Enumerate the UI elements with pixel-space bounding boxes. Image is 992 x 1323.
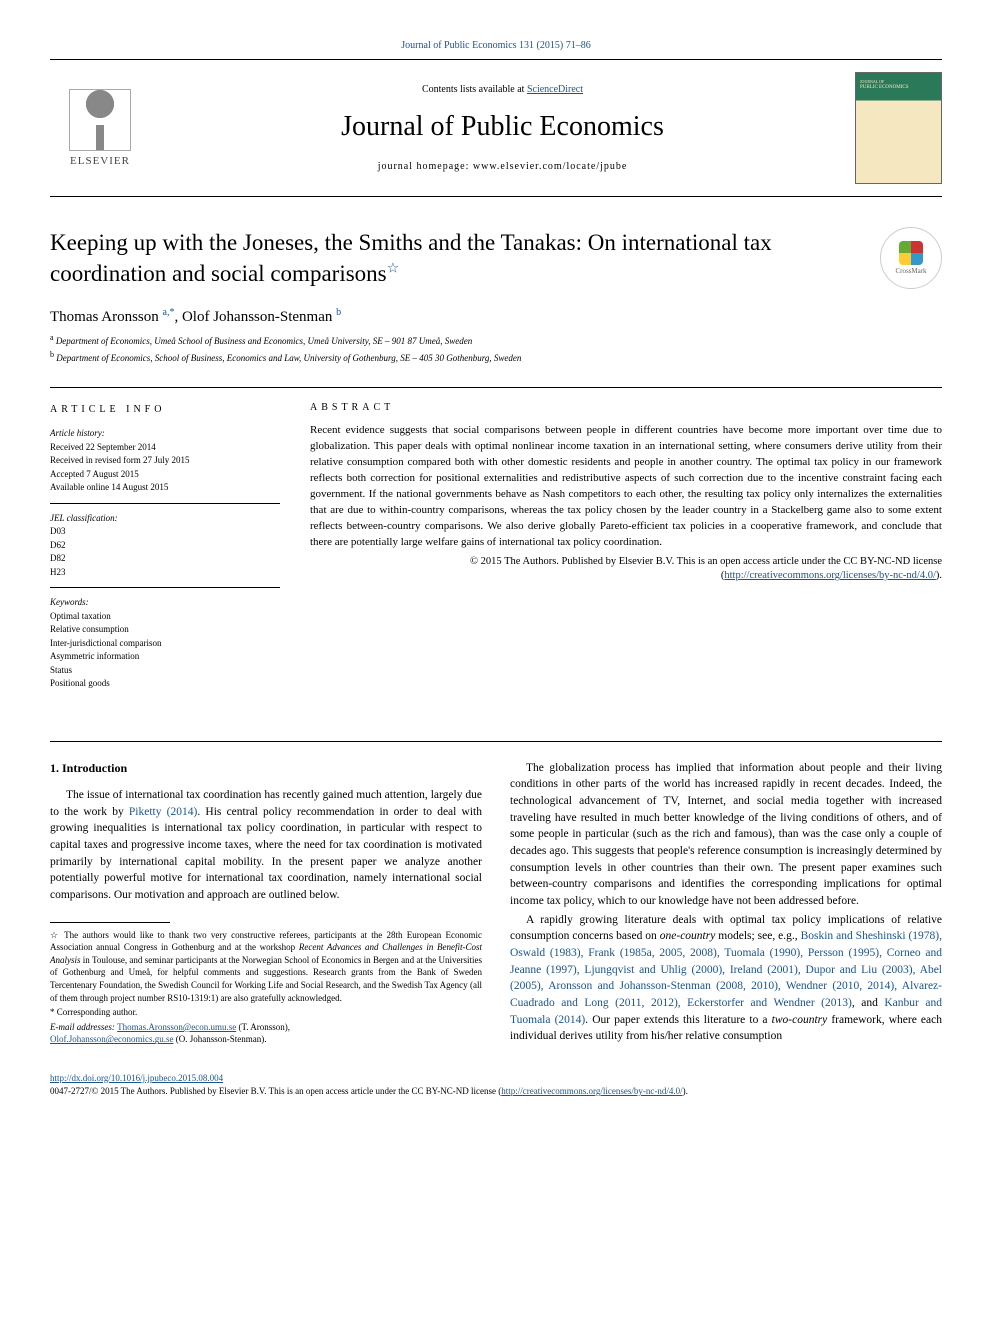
keyword: Asymmetric information	[50, 650, 280, 664]
article-info: article info Article history: Received 2…	[50, 402, 280, 691]
para1-b: . His central policy recommendation in o…	[50, 806, 482, 901]
email-link-1[interactable]: Thomas.Aronsson@econ.umu.se	[117, 1022, 236, 1032]
homepage-prefix: journal homepage:	[378, 161, 473, 172]
cc-license-link[interactable]: http://creativecommons.org/licenses/by-n…	[724, 570, 936, 581]
corr-text: Corresponding author.	[55, 1007, 138, 1017]
author-1-sup: a,*	[163, 307, 175, 318]
citation-link[interactable]: Piketty (2014)	[129, 806, 197, 818]
jel-code: D03	[50, 525, 280, 539]
footnote-emails: E-mail addresses: Thomas.Aronsson@econ.u…	[50, 1021, 482, 1046]
homepage-url: www.elsevier.com/locate/jpube	[473, 161, 627, 172]
footer-line2-a: 0047-2727/© 2015 The Authors. Published …	[50, 1086, 501, 1096]
journal-header: ELSEVIER Contents lists available at Sci…	[50, 59, 942, 197]
paragraph: A rapidly growing literature deals with …	[510, 912, 942, 1045]
paragraph: The globalization process has implied th…	[510, 760, 942, 910]
sciencedirect-link[interactable]: ScienceDirect	[527, 84, 583, 95]
received-date: Received 22 September 2014	[50, 441, 280, 455]
copyright: © 2015 The Authors. Published by Elsevie…	[310, 555, 942, 584]
author-1: Thomas Aronsson	[50, 309, 163, 325]
email-link-2[interactable]: Olof.Johansson@economics.gu.se	[50, 1034, 174, 1044]
accepted-date: Accepted 7 August 2015	[50, 468, 280, 482]
email-who-1: (T. Aronsson),	[236, 1022, 290, 1032]
page-header-citation: Journal of Public Economics 131 (2015) 7…	[50, 40, 942, 51]
keywords-label: Keywords:	[50, 596, 280, 610]
jel-code: D62	[50, 539, 280, 553]
abstract: abstract Recent evidence suggests that s…	[310, 402, 942, 691]
title-text: Keeping up with the Joneses, the Smiths …	[50, 230, 772, 286]
online-date: Available online 14 August 2015	[50, 481, 280, 495]
keyword: Status	[50, 664, 280, 678]
crossmark-badge[interactable]: CrossMark	[880, 227, 942, 289]
article-title: Keeping up with the Joneses, the Smiths …	[50, 227, 880, 289]
keyword: Inter-jurisdictional comparison	[50, 637, 280, 651]
paragraph: The issue of international tax coordinat…	[50, 787, 482, 904]
copyright-line1: © 2015 The Authors. Published by Elsevie…	[470, 556, 942, 567]
footnote-star-b: in Toulouse, and seminar participants at…	[50, 955, 482, 1003]
footer-line2-b: ).	[683, 1086, 688, 1096]
contents-prefix: Contents lists available at	[422, 84, 527, 95]
author-2-sup: b	[336, 307, 341, 318]
footnote-rule	[50, 922, 170, 923]
footnote-star: ☆ The authors would like to thank two ve…	[50, 929, 482, 1005]
para3-em1: one-country	[660, 930, 716, 942]
affil-a: Department of Economics, Umeå School of …	[54, 336, 473, 346]
body-columns: 1. Introduction The issue of internation…	[50, 760, 942, 1048]
contents-line: Contents lists available at ScienceDirec…	[150, 84, 855, 95]
elsevier-tree-icon	[69, 89, 131, 151]
history-label: Article history:	[50, 427, 280, 441]
keyword: Relative consumption	[50, 623, 280, 637]
para3-b: models; see, e.g.,	[715, 930, 800, 942]
crossmark-icon	[899, 241, 923, 265]
email-label: E-mail addresses:	[50, 1022, 117, 1032]
author-2: Olof Johansson-Stenman	[182, 309, 336, 325]
keyword: Positional goods	[50, 677, 280, 691]
doi-link[interactable]: http://dx.doi.org/10.1016/j.jpubeco.2015…	[50, 1073, 223, 1083]
footnote-corresponding: * Corresponding author.	[50, 1006, 482, 1019]
abstract-text: Recent evidence suggests that social com…	[310, 423, 942, 551]
abstract-heading: abstract	[310, 402, 942, 413]
publisher-name: ELSEVIER	[70, 155, 130, 167]
revised-date: Received in revised form 27 July 2015	[50, 454, 280, 468]
author-sep: ,	[174, 309, 182, 325]
jel-code: D82	[50, 552, 280, 566]
page-footer: http://dx.doi.org/10.1016/j.jpubeco.2015…	[50, 1072, 942, 1099]
keyword: Optimal taxation	[50, 610, 280, 624]
jel-code: H23	[50, 566, 280, 580]
para3-c: , and	[852, 997, 885, 1009]
crossmark-label: CrossMark	[895, 267, 926, 275]
elsevier-logo: ELSEVIER	[50, 78, 150, 178]
jel-label: JEL classification:	[50, 512, 280, 526]
para3-d: . Our paper extends this literature to a	[585, 1014, 771, 1026]
footnotes: ☆ The authors would like to thank two ve…	[50, 929, 482, 1046]
section-1-heading: 1. Introduction	[50, 760, 482, 777]
para3-em2: two-country	[772, 1014, 828, 1026]
affil-b: Department of Economics, School of Busin…	[54, 353, 521, 363]
copyright-paren-close: ).	[936, 570, 942, 581]
authors: Thomas Aronsson a,*, Olof Johansson-Sten…	[50, 307, 942, 326]
footnote-star-mark: ☆	[50, 930, 60, 940]
journal-cover-thumb	[855, 72, 942, 184]
journal-name: Journal of Public Economics	[150, 111, 855, 143]
email-who-2: (O. Johansson-Stenman).	[174, 1034, 267, 1044]
homepage-line: journal homepage: www.elsevier.com/locat…	[150, 161, 855, 172]
cc-license-link-footer[interactable]: http://creativecommons.org/licenses/by-n…	[501, 1086, 682, 1096]
affiliations: a Department of Economics, Umeå School o…	[50, 332, 942, 365]
title-footnote-star: ☆	[387, 261, 400, 276]
article-info-heading: article info	[50, 402, 280, 417]
